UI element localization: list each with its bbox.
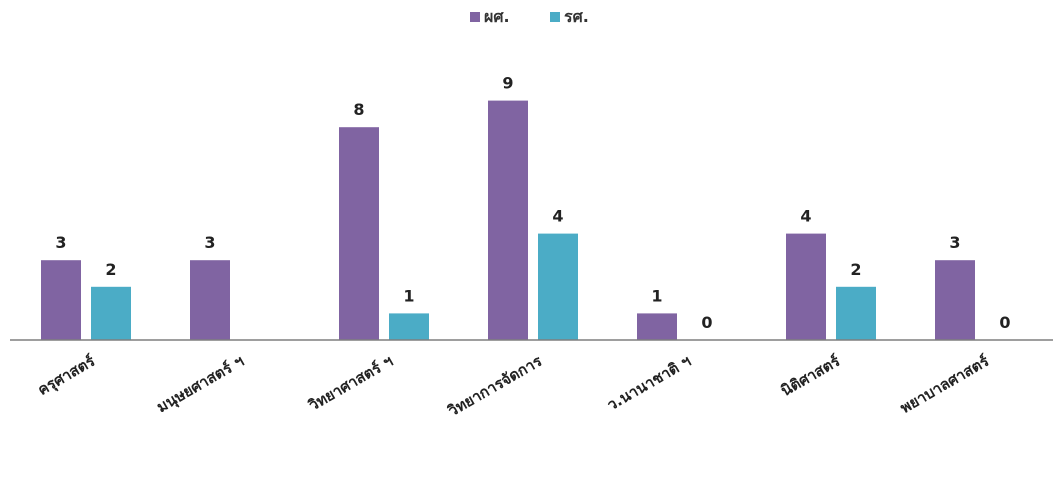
data-label-series2-3: 4 <box>552 207 563 226</box>
bar-series1-2 <box>339 127 379 340</box>
data-label-series2-0: 2 <box>105 260 116 279</box>
data-label-series1-3: 9 <box>502 74 513 93</box>
bar-series2-3 <box>538 233 578 340</box>
data-label-series2-2: 1 <box>403 286 414 305</box>
data-label-series2-4: 0 <box>701 313 712 332</box>
x-tick-label-5: นิติศาสตร์ <box>778 351 844 400</box>
x-tick-label-1: มนุษยศาสตร์ ฯ <box>154 352 248 417</box>
x-tick-label-2: วิทยาศาสตร์ ฯ <box>305 352 396 415</box>
bar-series2-0 <box>91 286 131 340</box>
bars-group <box>41 100 975 340</box>
x-tick-label-4: ว.นานาชาติ ฯ <box>604 352 694 414</box>
x-tick-label-3: วิทยาการจัดการ <box>444 351 545 420</box>
bar-series1-6 <box>935 260 975 340</box>
data-label-series2-6: 0 <box>999 313 1010 332</box>
legend-label-series2: รศ. <box>564 7 589 26</box>
bar-series1-1 <box>190 260 230 340</box>
legend-swatch-series2 <box>550 12 560 22</box>
data-label-series1-0: 3 <box>55 233 66 252</box>
data-label-series1-4: 1 <box>651 286 662 305</box>
bar-series1-5 <box>786 233 826 340</box>
legend-swatch-series1 <box>470 12 480 22</box>
data-label-series1-2: 8 <box>353 100 364 119</box>
bar-series1-4 <box>637 313 677 340</box>
x-tick-label-6: พยาบาลศาสตร์ <box>897 351 993 417</box>
data-label-series1-5: 4 <box>800 207 811 226</box>
x-tick-labels-group: ครุศาสตร์ มนุษยศาสตร์ ฯ วิทยาศาสตร์ ฯ วิทยา… <box>34 351 992 420</box>
bar-series2-5 <box>836 286 876 340</box>
legend: ผศ. รศ. <box>470 7 589 26</box>
data-label-series2-5: 2 <box>850 260 861 279</box>
x-tick-label-0: ครุศาสตร์ <box>34 351 99 399</box>
bar-series1-0 <box>41 260 81 340</box>
data-label-series1-1: 3 <box>204 233 215 252</box>
bar-series2-2 <box>389 313 429 340</box>
legend-label-series1: ผศ. <box>484 7 510 26</box>
data-labels-group: 3 2 3 8 1 9 4 1 0 4 2 3 0 <box>55 74 1010 332</box>
bar-series1-3 <box>488 100 528 340</box>
data-label-series1-6: 3 <box>949 233 960 252</box>
